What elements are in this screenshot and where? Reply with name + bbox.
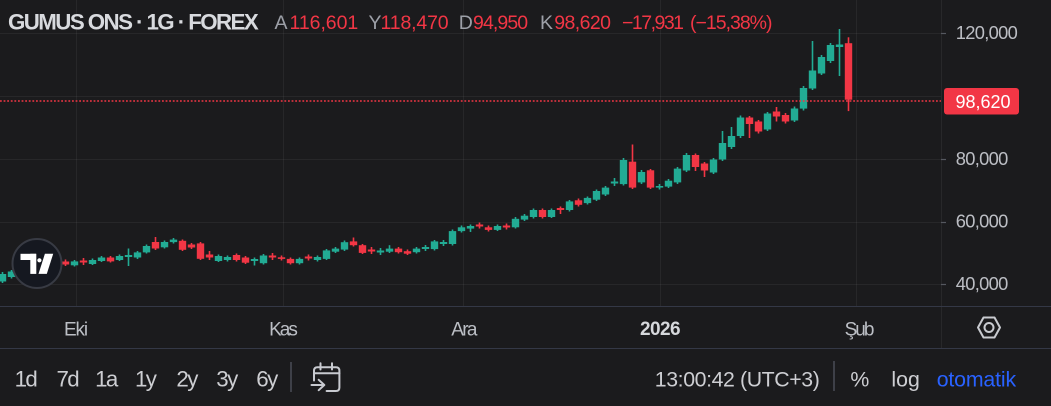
svg-text:otomatik: otomatik [937, 367, 1017, 391]
svg-text:2026: 2026 [640, 319, 680, 340]
svg-text:98,620: 98,620 [955, 92, 1010, 112]
svg-text:3y: 3y [216, 366, 239, 391]
svg-text:80,000: 80,000 [956, 148, 1008, 169]
svg-text:7d: 7d [57, 366, 79, 391]
svg-text:K: K [540, 12, 553, 34]
svg-text:60,000: 60,000 [956, 210, 1008, 231]
svg-text:1a: 1a [95, 366, 119, 391]
svg-text:Şub: Şub [845, 319, 874, 340]
svg-text:94,950: 94,950 [473, 12, 528, 34]
svg-text:98,620: 98,620 [554, 12, 611, 34]
svg-text:log: log [891, 367, 919, 391]
svg-text:Ara: Ara [451, 319, 478, 340]
svg-text:−17,931: −17,931 [622, 12, 683, 34]
svg-text:(−15,38%): (−15,38%) [690, 12, 772, 34]
svg-text:6y: 6y [256, 366, 279, 391]
svg-text:GUMUS ONS · 1G · FOREX: GUMUS ONS · 1G · FOREX [8, 10, 259, 35]
svg-text:Y: Y [369, 12, 382, 34]
svg-text:A: A [275, 12, 288, 34]
svg-text:Eki: Eki [64, 319, 87, 340]
svg-text:40,000: 40,000 [956, 273, 1008, 294]
svg-text:116,601: 116,601 [290, 12, 359, 34]
svg-text:1y: 1y [135, 366, 158, 391]
svg-text:%: % [850, 367, 869, 391]
svg-text:D: D [459, 12, 473, 34]
svg-text:118,470: 118,470 [381, 12, 449, 34]
svg-text:120,000: 120,000 [956, 22, 1018, 43]
svg-text:2y: 2y [176, 366, 199, 391]
svg-text:13:00:42 (UTC+3): 13:00:42 (UTC+3) [655, 367, 820, 391]
svg-text:Kas: Kas [269, 319, 297, 340]
svg-text:1d: 1d [15, 366, 37, 391]
